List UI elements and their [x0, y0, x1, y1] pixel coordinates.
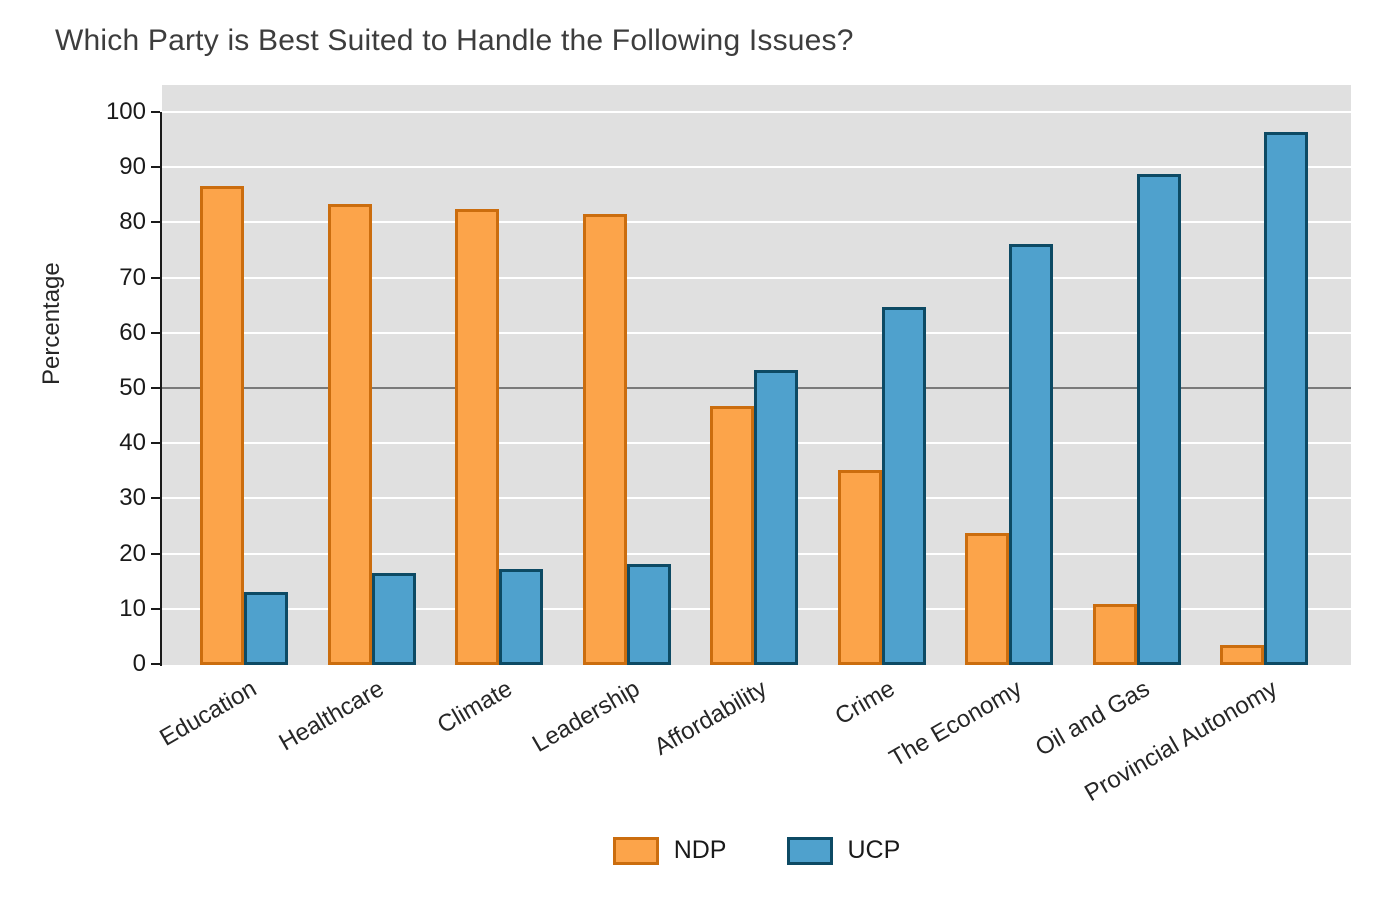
y-tick-30: [151, 497, 160, 500]
y-tick-label-90: 90: [119, 153, 146, 181]
x-label-the-economy: The Economy: [884, 675, 1027, 773]
bar-ndp-oil-and-gas: [1092, 603, 1137, 665]
y-tick-0: [151, 663, 160, 665]
bar-ndp-crime: [837, 470, 882, 665]
bar-ucp-affordability: [754, 369, 798, 665]
gridline-90: [162, 166, 1351, 169]
legend-item-ndp: NDP: [612, 836, 727, 865]
bar-ucp-provincial-autonomy: [1264, 132, 1308, 665]
y-tick-label-50: 50: [119, 374, 146, 401]
bar-ndp-leadership: [582, 214, 627, 665]
x-label-leadership: Leadership: [527, 675, 644, 758]
bar-ucp-oil-and-gas: [1136, 173, 1181, 665]
y-tick-80: [151, 221, 160, 224]
y-tick-100: [151, 111, 160, 113]
y-tick-label-60: 60: [119, 318, 146, 346]
y-axis-line: [160, 112, 162, 666]
legend-label-ucp: UCP: [847, 836, 901, 864]
y-tick-label-10: 10: [119, 594, 146, 622]
bar-ucp-crime: [881, 307, 926, 665]
bar-ndp-the-economy: [965, 533, 1009, 665]
legend-swatch-ucp: [786, 836, 833, 865]
bar-ndp-affordability: [710, 406, 754, 665]
x-label-affordability: Affordability: [649, 675, 772, 761]
y-tick-label-100: 100: [105, 98, 146, 125]
y-tick-70: [151, 276, 160, 279]
y-tick-40: [151, 442, 160, 445]
bar-ucp-climate: [499, 568, 543, 665]
bar-ndp-provincial-autonomy: [1220, 645, 1264, 665]
y-tick-label-20: 20: [119, 539, 146, 567]
bar-ndp-climate: [455, 209, 499, 665]
x-label-crime: Crime: [830, 675, 899, 731]
plot-area: [162, 85, 1351, 665]
y-tick-10: [151, 607, 160, 610]
gridline-60: [162, 331, 1351, 334]
gridline-100: [162, 111, 1351, 113]
x-label-education: Education: [155, 675, 262, 752]
bar-ndp-education: [200, 185, 244, 665]
bar-ucp-healthcare: [371, 573, 416, 665]
bar-ucp-leadership: [626, 563, 671, 665]
y-tick-60: [151, 331, 160, 334]
y-tick-label-40: 40: [119, 429, 146, 457]
x-label-climate: Climate: [432, 675, 517, 740]
y-tick-label-70: 70: [119, 263, 146, 291]
chart-title: Which Party is Best Suited to Handle the…: [55, 24, 854, 57]
y-tick-label-80: 80: [119, 208, 146, 236]
legend-item-ucp: UCP: [786, 836, 901, 865]
legend-swatch-ndp: [612, 836, 659, 865]
x-label-oil-and-gas: Oil and Gas: [1030, 675, 1154, 762]
y-tick-20: [151, 552, 160, 555]
y-tick-50: [151, 387, 160, 389]
bar-ucp-education: [244, 592, 288, 665]
gridline-80: [162, 221, 1351, 224]
y-tick-label-30: 30: [119, 484, 146, 512]
bar-ndp-healthcare: [327, 203, 372, 665]
gridline-70: [162, 276, 1351, 279]
legend-label-ndp: NDP: [673, 836, 727, 864]
bar-ucp-the-economy: [1009, 243, 1053, 665]
x-label-healthcare: Healthcare: [274, 675, 389, 757]
y-tick-90: [151, 166, 160, 169]
legend: NDP UCP: [162, 836, 1351, 865]
y-tick-label-0: 0: [132, 650, 146, 677]
